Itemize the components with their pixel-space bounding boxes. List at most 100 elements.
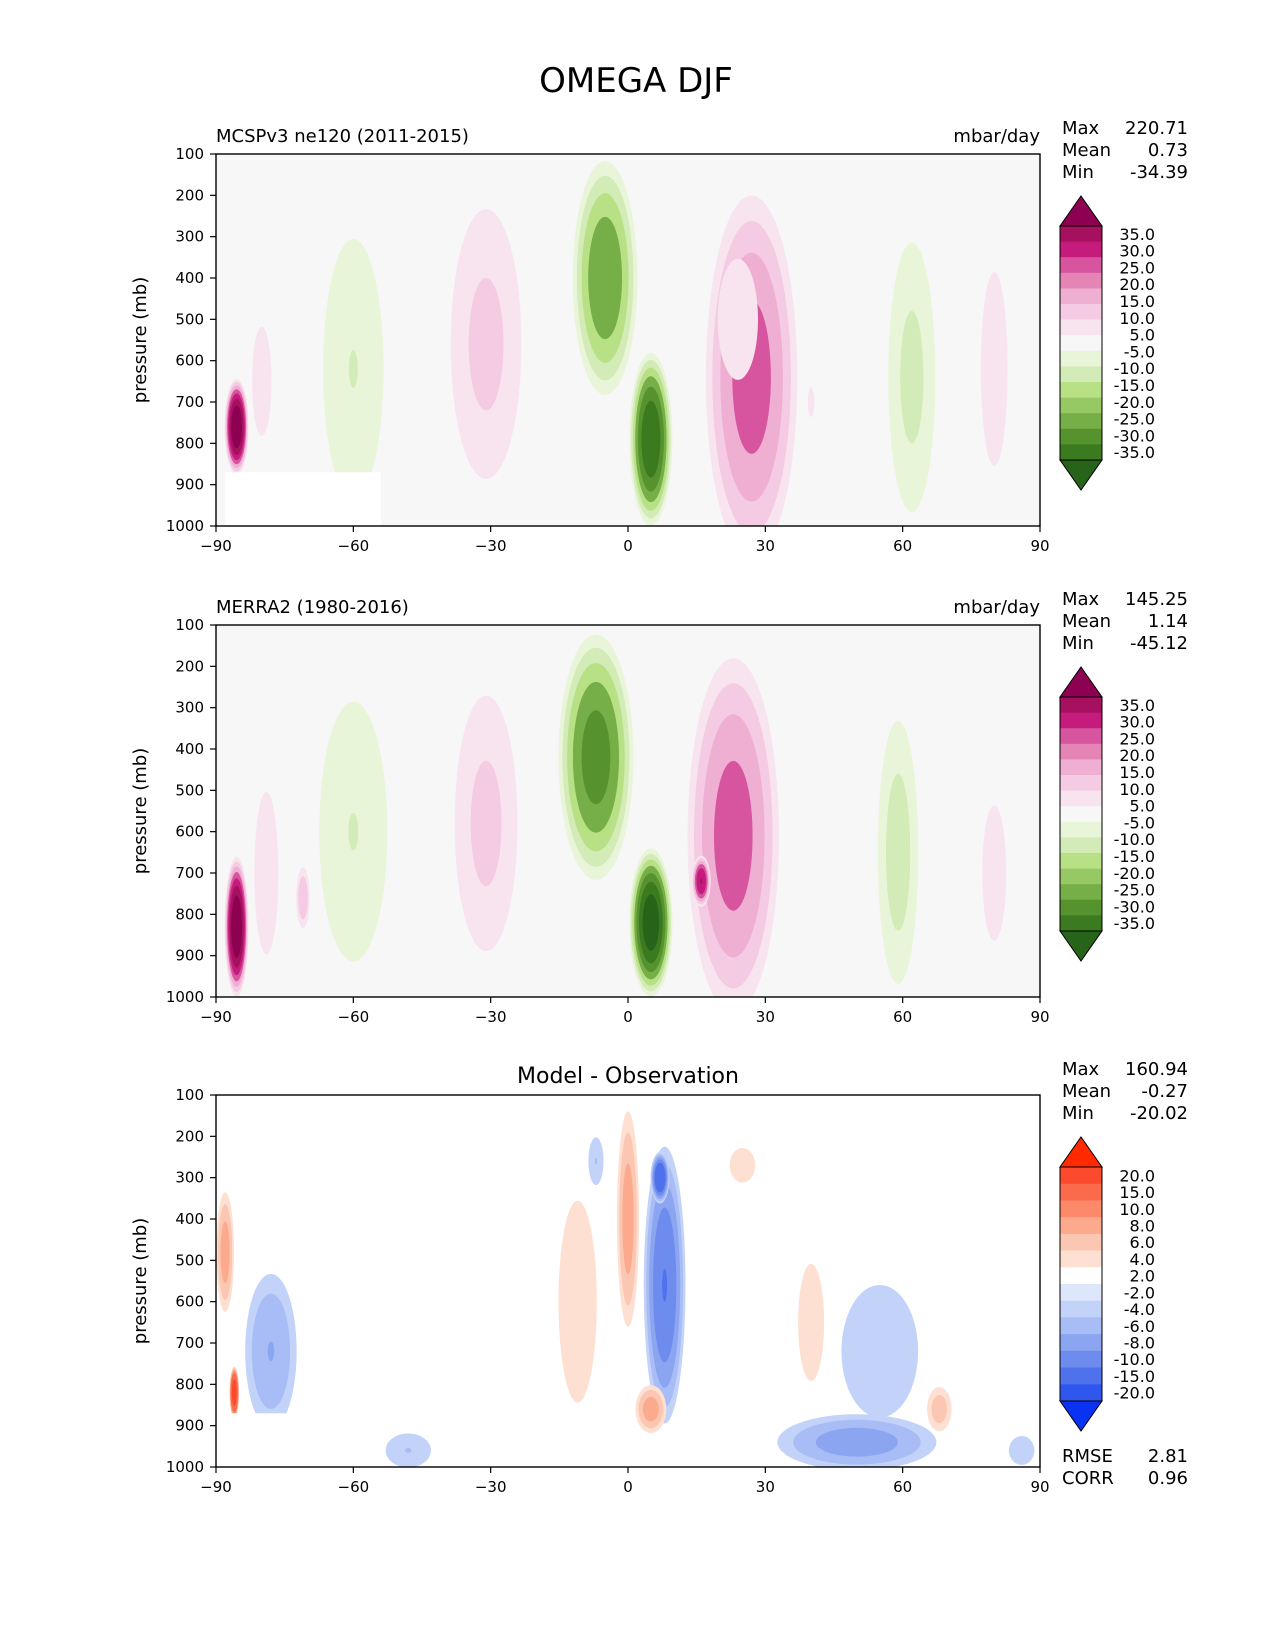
colorbar-box <box>1060 759 1102 776</box>
colorbar-box <box>1060 413 1102 430</box>
y-tick-label: 100 <box>175 145 204 163</box>
x-tick-label: −90 <box>200 537 232 555</box>
contour-level <box>700 878 703 885</box>
contour-level <box>220 1221 230 1283</box>
contour-level <box>713 760 753 911</box>
contour-level <box>931 1395 948 1424</box>
feature-7 <box>982 805 1007 941</box>
colorbar-extend-max <box>1059 666 1103 698</box>
figure-title: OMEGA DJF <box>539 61 733 101</box>
footer-stat-label: RMSE <box>1062 1446 1113 1467</box>
x-tick-label: 30 <box>756 1478 775 1496</box>
colorbar-box <box>1060 1284 1102 1302</box>
contour-level <box>267 1341 275 1362</box>
feature-4 <box>450 209 522 479</box>
stat-label: Mean <box>1062 1081 1111 1102</box>
y-tick-label: 600 <box>175 352 204 370</box>
footer-stat-value: 0.96 <box>1148 1468 1188 1489</box>
stat-value: 1.14 <box>1148 611 1188 632</box>
y-tick-label: 500 <box>175 781 204 799</box>
colorbar-box <box>1060 350 1102 367</box>
contour-level <box>662 1268 668 1302</box>
feature-3 <box>629 352 673 526</box>
y-tick-label: 900 <box>175 1417 204 1435</box>
contour-level <box>654 1162 666 1193</box>
colorbar-box <box>1060 428 1102 445</box>
colorbar-box <box>1060 366 1102 383</box>
stat-value: 160.94 <box>1125 1059 1188 1080</box>
colorbar-tick-label: -2.0 <box>1124 1283 1155 1302</box>
masked-region <box>225 1413 381 1467</box>
colorbar-tick-label: 10.0 <box>1119 780 1155 799</box>
y-tick-label: 100 <box>175 1086 204 1104</box>
colorbar-box <box>1060 868 1102 885</box>
contour-level <box>885 773 911 931</box>
panel-title: MERRA2 (1980-2016) <box>216 597 409 618</box>
colorbar-box <box>1060 790 1102 807</box>
colorbar-tick-label: 25.0 <box>1119 729 1155 748</box>
contour-level <box>594 1157 598 1165</box>
contour-field <box>216 1095 1040 1467</box>
colorbar-tick-label: -20.0 <box>1114 393 1155 412</box>
colorbar-tick-label: -10.0 <box>1114 1350 1155 1369</box>
stat-value: -45.12 <box>1130 633 1188 654</box>
x-tick-label: −90 <box>200 1008 232 1026</box>
feature-5 <box>323 239 384 499</box>
colorbar-tick-label: 15.0 <box>1119 763 1155 782</box>
contour-level <box>841 1284 919 1418</box>
colorbar-tick-label: 20.0 <box>1119 746 1155 765</box>
colorbar-tick-label: -10.0 <box>1114 830 1155 849</box>
stat-label: Max <box>1062 118 1100 139</box>
colorbar-tick-label: -15.0 <box>1114 1367 1155 1386</box>
x-tick-label: 0 <box>623 1478 633 1496</box>
colorbar-box <box>1060 728 1102 745</box>
contour-level <box>468 277 504 411</box>
feature-6 <box>877 720 919 984</box>
feature-7 <box>980 272 1008 466</box>
colorbar-box <box>1060 1367 1102 1385</box>
feature-12 <box>729 1147 756 1183</box>
panel-obs: −90 −60 −30 0 30 60 90 100 200 300 400 500 600 700 800… <box>130 589 1188 1026</box>
contour-level <box>581 710 611 805</box>
x-tick-label: −90 <box>200 1478 232 1496</box>
colorbar-box <box>1060 335 1102 352</box>
colorbar: 20.015.010.08.06.04.02.0-2.0-4.0-6.0-8.0… <box>1059 1136 1155 1432</box>
x-tick-label: 60 <box>893 537 912 555</box>
colorbar-tick-label: 4.0 <box>1130 1250 1155 1269</box>
colorbar-box <box>1060 1217 1102 1235</box>
x-tick-label: −30 <box>475 537 507 555</box>
y-tick-label: 900 <box>175 476 204 494</box>
contour-level <box>298 876 308 920</box>
colorbar-tick-label: -20.0 <box>1114 1384 1155 1403</box>
colorbar-tick-label: 35.0 <box>1119 225 1155 244</box>
feature-3 <box>629 848 673 997</box>
colorbar-tick-label: -5.0 <box>1124 813 1155 832</box>
feature-2 <box>572 161 638 395</box>
colorbar-box <box>1060 241 1102 258</box>
stat-value: -20.02 <box>1130 1103 1188 1124</box>
colorbar-box <box>1060 1384 1102 1402</box>
x-tick-label: −30 <box>475 1478 507 1496</box>
feature-6 <box>777 1414 937 1467</box>
contour-level <box>815 1427 898 1457</box>
x-tick-label: −30 <box>475 1008 507 1026</box>
colorbar-tick-label: -15.0 <box>1114 847 1155 866</box>
contour-level <box>404 1447 412 1453</box>
stat-label: Mean <box>1062 611 1111 632</box>
colorbar-box <box>1060 444 1102 461</box>
y-tick-label: 700 <box>175 393 204 411</box>
stat-label: Min <box>1062 1103 1094 1124</box>
y-tick-label: 300 <box>175 1169 204 1187</box>
colorbar-tick-label: -20.0 <box>1114 864 1155 883</box>
y-tick-label: 300 <box>175 228 204 246</box>
contour-level <box>231 895 243 959</box>
colorbar-tick-label: 35.0 <box>1119 696 1155 715</box>
footer-stat-value: 2.81 <box>1148 1446 1188 1467</box>
colorbar-tick-label: -25.0 <box>1114 410 1155 429</box>
feature-8 <box>385 1433 431 1467</box>
colorbar-box <box>1060 821 1102 838</box>
panel-title: Model - Observation <box>517 1064 739 1089</box>
colorbar-tick-label: 30.0 <box>1119 242 1155 261</box>
feature-10 <box>807 387 815 417</box>
colorbar-tick-label: -10.0 <box>1114 359 1155 378</box>
